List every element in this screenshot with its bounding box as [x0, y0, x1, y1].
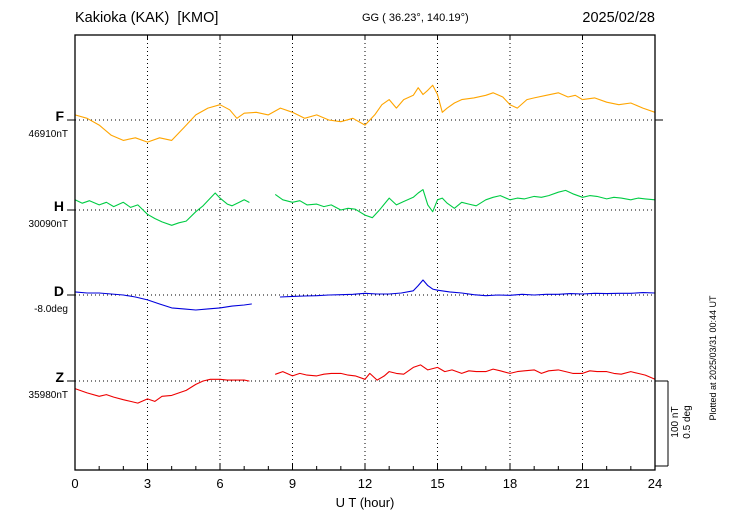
x-tick-label-0: 0 — [71, 476, 78, 491]
x-tick-label-3: 3 — [144, 476, 151, 491]
plotted-at-label: Plotted at 2025/03/31 00:44 UT — [708, 295, 718, 421]
channel-label-F: F — [55, 108, 64, 124]
x-tick-label-21: 21 — [575, 476, 589, 491]
x-tick-label-18: 18 — [503, 476, 517, 491]
station-title: Kakioka (KAK) [KMO] — [75, 10, 218, 26]
trace-H — [74, 192, 250, 226]
channel-label-D: D — [54, 283, 64, 299]
trace-Z-seg2 — [275, 364, 656, 381]
x-tick-label-15: 15 — [430, 476, 444, 491]
baseline-value-H: 30090nT — [29, 219, 68, 230]
gg-coordinates: GG ( 36.23°, 140.19°) — [362, 12, 469, 24]
series-layer — [74, 84, 656, 404]
channel-label-Z: Z — [55, 369, 64, 385]
scale-deg-label: 0.5 deg — [682, 405, 693, 438]
x-tick-label-9: 9 — [289, 476, 296, 491]
x-tick-label-6: 6 — [216, 476, 223, 491]
x-tick-label-12: 12 — [358, 476, 372, 491]
channel-label-H: H — [54, 198, 64, 214]
trace-H-seg2 — [275, 189, 656, 219]
baseline-value-D: -8.0deg — [34, 304, 68, 315]
x-axis-label: U T (hour) — [336, 495, 395, 510]
axis-frame-layer — [67, 34, 669, 471]
x-tick-label-24: 24 — [648, 476, 662, 491]
text-layer: Kakioka (KAK) [KMO] GG ( 36.23°, 140.19°… — [29, 10, 718, 510]
baseline-value-Z: 35980nT — [29, 390, 68, 401]
trace-Z — [74, 378, 250, 404]
trace-D — [74, 291, 252, 311]
scale-nt-label: 100 nT — [670, 406, 681, 437]
grid-layer — [75, 35, 655, 470]
baseline-value-F: 46910nT — [29, 129, 68, 140]
trace-F — [74, 84, 656, 143]
trace-D-seg2 — [279, 279, 656, 298]
plot-date: 2025/02/28 — [582, 10, 655, 26]
